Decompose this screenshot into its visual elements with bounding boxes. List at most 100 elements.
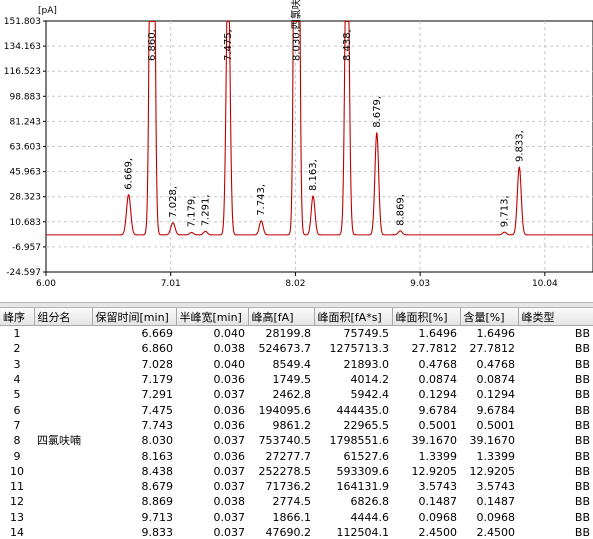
- cell-content: 1.6496: [476, 327, 516, 341]
- cell-component: [34, 510, 92, 525]
- cell-content: 39.1670: [469, 434, 516, 448]
- peak-label: 7.179,: [187, 196, 198, 228]
- cell-area-percent: 12.9205: [411, 464, 458, 478]
- cell-retention-time: 8.438: [141, 464, 174, 478]
- cell-retention-time: 8.163: [141, 449, 174, 463]
- cell-area-percent: 0.1487: [418, 495, 458, 509]
- y-tick-label: 151.803: [4, 17, 41, 27]
- cell-content: 3.5743: [476, 480, 516, 494]
- cell-area-percent: 39.1670: [411, 434, 458, 448]
- cell-half-width: 0.037: [213, 388, 246, 402]
- table-row[interactable]: 10 8.438 0.037 252278.5 593309.6 12.9205 12.92…: [0, 464, 593, 479]
- cell-peak-height: 1749.5: [272, 373, 312, 387]
- table-row[interactable]: 5 7.291 0.037 2462.8 5942.4 0.1294 0.1294 BB: [0, 387, 593, 402]
- cell-peak-height: 9861.2: [272, 418, 312, 432]
- cell-peak-no: 13: [10, 510, 24, 524]
- cell-peak-type: BB: [574, 526, 590, 539]
- cell-peak-type: BB: [574, 418, 590, 432]
- peak-label: 9.713,: [500, 195, 511, 227]
- cell-component: [34, 494, 92, 509]
- peak-label: 7.475,: [223, 29, 234, 61]
- table-row[interactable]: 4 7.179 0.036 1749.5 4014.2 0.0874 0.0874 BB: [0, 372, 593, 387]
- col-header-retention-time[interactable]: 保留时间[min]: [92, 308, 177, 326]
- peak-label: 9.833,: [514, 130, 525, 162]
- cell-area-percent: 1.3399: [418, 449, 458, 463]
- cell-component: [34, 372, 92, 387]
- cell-half-width: 0.037: [213, 434, 246, 448]
- col-header-peak-type[interactable]: 峰类型: [518, 308, 593, 326]
- cell-retention-time: 8.030: [141, 434, 174, 448]
- cell-half-width: 0.037: [213, 480, 246, 494]
- table-row[interactable]: 13 9.713 0.037 1866.1 4444.6 0.0968 0.0968 BB: [0, 510, 593, 525]
- cell-component: [34, 525, 92, 539]
- cell-content: 1.3399: [476, 449, 516, 463]
- y-tick-label: 63.603: [10, 143, 42, 153]
- col-header-content[interactable]: 含量[%]: [460, 308, 519, 326]
- cell-peak-area: 22965.5: [343, 418, 390, 432]
- cell-peak-height: 71736.2: [265, 480, 312, 494]
- cell-area-percent: 0.0874: [418, 373, 458, 387]
- cell-peak-type: BB: [574, 495, 590, 509]
- pane-splitter[interactable]: [0, 302, 593, 308]
- cell-peak-no: 7: [13, 418, 21, 432]
- y-tick-label: 10.683: [10, 218, 42, 228]
- table-row[interactable]: 12 8.869 0.038 2774.5 6826.8 0.1487 0.1487 BB: [0, 494, 593, 509]
- cell-component: [34, 341, 92, 356]
- col-header-component[interactable]: 组分名: [34, 308, 93, 326]
- table-row[interactable]: 11 8.679 0.037 71736.2 164131.9 3.5743 3.5743 B…: [0, 479, 593, 494]
- cell-peak-height: 524673.7: [258, 342, 312, 356]
- cell-peak-no: 10: [10, 464, 24, 478]
- table-row[interactable]: 6 7.475 0.036 194095.6 444435.0 9.6784 9.6784 B…: [0, 402, 593, 417]
- x-tick-label: 8.02: [285, 279, 305, 289]
- table-row[interactable]: 9 8.163 0.036 27277.7 61527.6 1.3399 1.3399 BB: [0, 448, 593, 463]
- cell-area-percent: 0.1294: [418, 388, 458, 402]
- peak-label: 7.028,: [168, 186, 179, 218]
- col-header-area-percent[interactable]: 峰面积[%]: [392, 308, 461, 326]
- cell-component: [34, 464, 92, 479]
- cell-peak-type: BB: [574, 510, 590, 524]
- col-header-peak-height[interactable]: 峰高[fA]: [248, 308, 315, 326]
- cell-peak-height: 194095.6: [258, 403, 312, 417]
- cell-half-width: 0.036: [213, 373, 246, 387]
- table-row[interactable]: 3 7.028 0.040 8549.4 21893.0 0.4768 0.4768 BB: [0, 357, 593, 372]
- cell-peak-type: BB: [574, 449, 590, 463]
- cell-peak-area: 6826.8: [350, 495, 390, 509]
- cell-area-percent: 3.5743: [418, 480, 458, 494]
- peak-label: 6.669,: [124, 158, 135, 190]
- cell-peak-height: 27277.7: [265, 449, 312, 463]
- cell-peak-no: 2: [13, 342, 21, 356]
- cell-peak-area: 21893.0: [343, 357, 390, 371]
- cell-retention-time: 8.869: [141, 495, 174, 509]
- table-row[interactable]: 2 6.860 0.038 524673.7 1275713.3 27.7812 27.78…: [0, 341, 593, 356]
- cell-peak-area: 61527.6: [343, 449, 390, 463]
- col-header-peak-area[interactable]: 峰面积[fA*s]: [314, 308, 393, 326]
- cell-peak-no: 9: [13, 449, 21, 463]
- col-header-half-width[interactable]: 半峰宽[min]: [176, 308, 249, 326]
- chromatogram-chart: -24.597 -6.957 10.683 28.323 45.963 63.603 81.…: [3, 0, 593, 289]
- cell-retention-time: 7.179: [141, 373, 174, 387]
- table-row[interactable]: 7 7.743 0.036 9861.2 22965.5 0.5001 0.5001 BB: [0, 418, 593, 433]
- col-header-peak-no[interactable]: 峰序: [0, 308, 35, 326]
- cell-retention-time: 7.475: [141, 403, 174, 417]
- cell-component: [34, 418, 92, 433]
- table-row[interactable]: 1 6.669 0.040 28199.8 75749.5 1.6496 1.6496 BB: [0, 326, 593, 342]
- peak-label: 8.438,: [342, 29, 353, 61]
- chromatogram-svg: -24.597 -6.957 10.683 28.323 45.963 63.603 81.…: [4, 0, 593, 289]
- cell-component: [34, 326, 92, 342]
- cell-component: [34, 387, 92, 402]
- cell-peak-area: 4014.2: [350, 373, 390, 387]
- cell-peak-no: 5: [13, 388, 21, 402]
- cell-half-width: 0.036: [213, 403, 246, 417]
- cell-content: 0.5001: [476, 418, 516, 432]
- cell-peak-area: 444435.0: [336, 403, 390, 417]
- y-tick-label: 134.163: [4, 42, 41, 52]
- y-tick-label: 116.523: [4, 67, 41, 77]
- y-tick-label: 81.243: [10, 117, 42, 127]
- peak-label: 7.743,: [256, 184, 267, 216]
- table-row[interactable]: 8 四氯呋喃 8.030 0.037 753740.5 1798551.6 39.1670 3…: [0, 433, 593, 448]
- cell-retention-time: 9.713: [141, 510, 174, 524]
- cell-component: [34, 448, 92, 463]
- cell-peak-type: BB: [574, 480, 590, 494]
- table-row[interactable]: 14 9.833 0.037 47690.2 112504.1 2.4500 2.4500 B…: [0, 525, 593, 539]
- cell-peak-area: 112504.1: [336, 526, 390, 539]
